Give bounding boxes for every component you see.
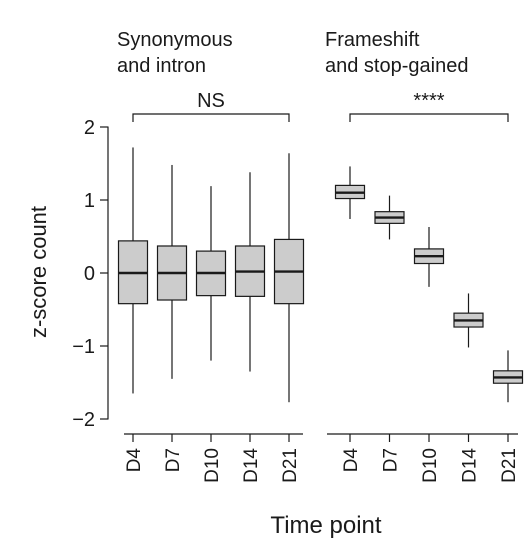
x-tick-label: D10: [420, 448, 441, 483]
x-tick-label: D14: [241, 448, 262, 483]
x-tick-label: D21: [280, 448, 301, 483]
box-D21: [273, 153, 305, 403]
x-tick-label: D7: [381, 448, 402, 472]
box-D10: [413, 227, 445, 287]
y-tick-label: 2: [84, 117, 95, 139]
y-axis-label: z-score count: [26, 206, 51, 338]
significance-label: NS: [197, 90, 225, 112]
box-D7: [156, 164, 188, 379]
group-title-line: Synonymous: [117, 29, 233, 51]
significance-bracket: [132, 113, 290, 122]
box-D21: [492, 350, 524, 403]
significance-label: ****: [413, 90, 444, 112]
group-title-line: and intron: [117, 55, 206, 77]
box-D4: [117, 147, 149, 394]
x-tick-label: D4: [341, 448, 362, 473]
y-tick-label: 0: [84, 263, 95, 285]
y-tick-label: 1: [84, 190, 95, 212]
box-D10: [195, 186, 227, 361]
significance-bracket: [349, 113, 509, 122]
y-axis: 2 1 0 −1 −2: [72, 117, 109, 431]
box-D7: [374, 195, 405, 240]
box-D4: [334, 166, 366, 219]
group-1: Synonymous and intron NS D4 D7 D10 D14 D21: [117, 29, 305, 483]
group-title-line: Frameshift: [325, 29, 420, 51]
x-tick-label: D7: [163, 448, 184, 472]
y-tick-label: −1: [72, 336, 95, 358]
x-tick-label: D4: [124, 448, 145, 473]
x-tick-label: D10: [202, 448, 223, 483]
x-tick-label: D14: [460, 448, 481, 483]
y-tick-label: −2: [72, 409, 95, 431]
x-tick-label: D21: [499, 448, 520, 483]
group-title-line: and stop-gained: [325, 55, 468, 77]
group-2: Frameshift and stop-gained **** D4 D7 D10 D14 D…: [325, 29, 524, 483]
x-axis-label: Time point: [270, 512, 381, 539]
box-D14: [453, 293, 484, 348]
box-D14: [234, 172, 266, 372]
